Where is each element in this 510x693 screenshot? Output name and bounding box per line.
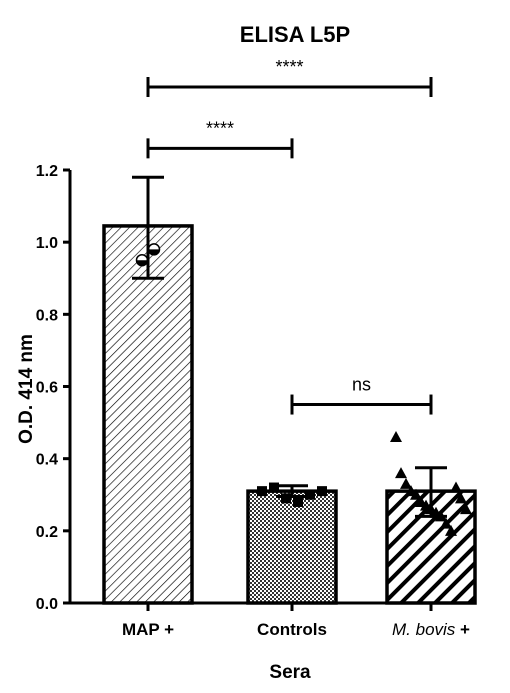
data-point bbox=[257, 486, 267, 497]
data-point bbox=[317, 486, 327, 497]
data-point bbox=[269, 482, 279, 493]
y-tick-label: 0.2 bbox=[36, 524, 58, 541]
x-tick-label: Controls bbox=[257, 620, 327, 639]
y-tick-label: 0.8 bbox=[36, 307, 58, 324]
data-point bbox=[455, 492, 467, 504]
x-tick-label: MAP + bbox=[122, 620, 174, 639]
data-point bbox=[395, 467, 407, 479]
data-point bbox=[305, 489, 315, 500]
data-point bbox=[281, 493, 291, 504]
significance-label: ns bbox=[352, 375, 371, 395]
data-point bbox=[410, 488, 422, 500]
y-tick-label: 0.6 bbox=[36, 380, 58, 397]
significance-label: **** bbox=[206, 118, 234, 138]
chart-title: ELISA L5P bbox=[240, 22, 350, 47]
y-tick-label: 0.4 bbox=[36, 452, 58, 469]
y-tick-label: 1.2 bbox=[36, 163, 58, 180]
x-tick-label-text: Controls bbox=[257, 620, 327, 639]
data-point bbox=[445, 524, 457, 536]
x-axis-label: Sera bbox=[269, 662, 311, 683]
data-point-half bbox=[136, 260, 148, 266]
data-point bbox=[400, 477, 412, 489]
y-tick-label: 1.0 bbox=[36, 235, 58, 252]
x-tick-label-text: MAP + bbox=[122, 620, 174, 639]
x-tick-label-text: + bbox=[455, 620, 470, 639]
bar bbox=[246, 489, 338, 605]
x-tick-label-italic: M. bovis bbox=[392, 620, 456, 639]
plot-area: 0.0 0.2 0.4 0.6 0.8 1.0 1.2 MAP + Controls M. bov… bbox=[36, 57, 477, 639]
significance-label: **** bbox=[275, 57, 303, 77]
data-point bbox=[460, 503, 472, 515]
data-point bbox=[450, 481, 462, 493]
data-point bbox=[440, 517, 452, 529]
data-point-half bbox=[148, 249, 160, 255]
x-tick-label: M. bovis + bbox=[392, 620, 470, 639]
y-axis-label: O.D. 414 nm bbox=[16, 334, 37, 444]
data-point bbox=[390, 431, 402, 443]
bar bbox=[102, 224, 194, 605]
y-tick-label: 0.0 bbox=[36, 596, 58, 613]
data-point bbox=[293, 496, 303, 507]
